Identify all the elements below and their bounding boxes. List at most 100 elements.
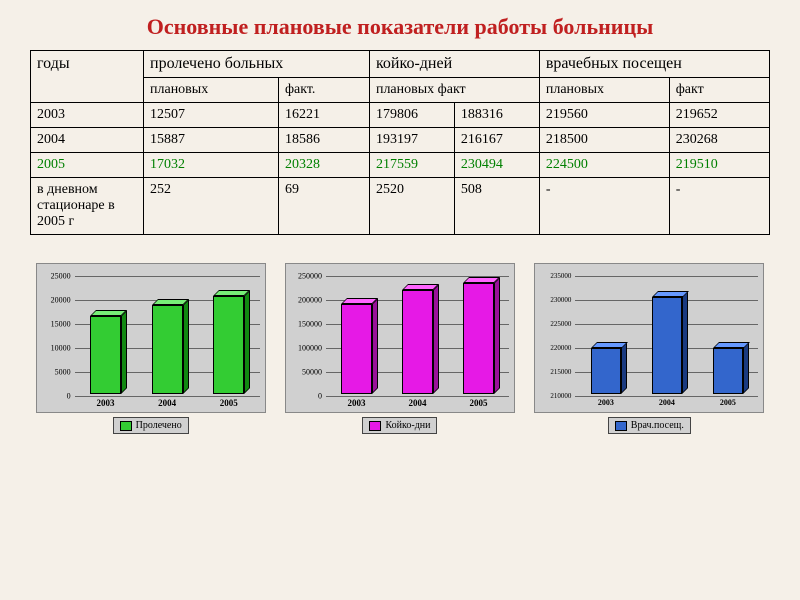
- xtick-label: 2005: [469, 398, 487, 408]
- table-row-daycare: в дневном стационаре в 2005 г 252 69 252…: [31, 178, 770, 235]
- ytick-label: 15000: [37, 320, 71, 329]
- ytick-label: 235000: [535, 272, 571, 280]
- th-fact-1: факт.: [278, 78, 369, 103]
- swatch-icon: [120, 421, 132, 431]
- cell: 193197: [369, 128, 454, 153]
- ytick-label: 200000: [286, 296, 322, 305]
- cell: 219652: [669, 103, 769, 128]
- cell: 15887: [144, 128, 279, 153]
- cell: 230268: [669, 128, 769, 153]
- ytick-label: 225000: [535, 320, 571, 328]
- xtick-label: 2004: [158, 398, 176, 408]
- xtick-label: 2005: [720, 398, 736, 407]
- cell: 230494: [454, 153, 539, 178]
- ytick-label: 25000: [37, 272, 71, 281]
- legend-beddays: Койко-дни: [362, 417, 437, 434]
- cell: 18586: [278, 128, 369, 153]
- table-row: 2003 12507 16221 179806 188316 219560 21…: [31, 103, 770, 128]
- bar: [152, 305, 183, 394]
- ytick-label: 50000: [286, 368, 322, 377]
- cell-year: 2004: [31, 128, 144, 153]
- ytick-label: 220000: [535, 344, 571, 352]
- cell: 218500: [539, 128, 669, 153]
- data-table: годы пролечено больных койко-дней врачеб…: [30, 50, 770, 235]
- th-visits: врачебных посещен: [539, 51, 769, 78]
- cell: 219510: [669, 153, 769, 178]
- th-plan-1: плановых: [144, 78, 279, 103]
- cell: 188316: [454, 103, 539, 128]
- bar: [591, 348, 622, 394]
- xtick-label: 2004: [408, 398, 426, 408]
- legend-label: Врач.посещ.: [631, 420, 684, 431]
- cell-year: 2003: [31, 103, 144, 128]
- th-fact-3: факт: [669, 78, 769, 103]
- cell: -: [669, 178, 769, 235]
- chart-beddays-wrap: 0500001000001500002000002500002003200420…: [279, 263, 520, 434]
- chart-beddays: 0500001000001500002000002500002003200420…: [285, 263, 515, 413]
- cell-year: 2005: [31, 153, 144, 178]
- page-title: Основные плановые показатели работы боль…: [30, 14, 770, 40]
- th-patients: пролечено больных: [144, 51, 370, 78]
- legend-label: Койко-дни: [385, 420, 430, 431]
- bar: [713, 348, 744, 394]
- chart-visits-wrap: 210000 215000 220000 225000 230000 235000 2003…: [529, 263, 770, 434]
- bar: [463, 283, 494, 394]
- slide: Основные плановые показатели работы боль…: [0, 0, 800, 444]
- gridline: [75, 276, 260, 277]
- cell: 219560: [539, 103, 669, 128]
- xtick-label: 2005: [220, 398, 238, 408]
- bar: [402, 290, 433, 394]
- cell: 69: [278, 178, 369, 235]
- table-row: 2004 15887 18586 193197 216167 218500 23…: [31, 128, 770, 153]
- chart-patients: 0 5000 10000 15000 20000 25000 2003 2004 2005: [36, 263, 266, 413]
- cell: 17032: [144, 153, 279, 178]
- table-header-row-1: годы пролечено больных койко-дней врачеб…: [31, 51, 770, 78]
- gridline: [326, 396, 509, 397]
- ytick-label: 250000: [286, 272, 322, 281]
- ytick-label: 20000: [37, 296, 71, 305]
- th-plan-3: плановых: [539, 78, 669, 103]
- xlabels: 2003 2004 2005: [575, 398, 758, 407]
- xlabels: 2003 2004 2005: [326, 398, 509, 408]
- cell: 2520: [369, 178, 454, 235]
- cell: 508: [454, 178, 539, 235]
- chart-visits: 210000 215000 220000 225000 230000 235000 2003…: [534, 263, 764, 413]
- gridline: [575, 276, 758, 277]
- bar: [90, 316, 121, 394]
- ytick-label: 0: [37, 392, 71, 401]
- th-beddays: койко-дней: [369, 51, 539, 78]
- xtick-label: 2003: [96, 398, 114, 408]
- cell: 20328: [278, 153, 369, 178]
- charts-row: 0 5000 10000 15000 20000 25000 2003 2004 2005 Пр…: [30, 263, 770, 434]
- ytick-label: 5000: [37, 368, 71, 377]
- cell: 217559: [369, 153, 454, 178]
- cell: 12507: [144, 103, 279, 128]
- chart-patients-wrap: 0 5000 10000 15000 20000 25000 2003 2004 2005 Пр…: [30, 263, 271, 434]
- ytick-label: 10000: [37, 344, 71, 353]
- ytick-label: 230000: [535, 296, 571, 304]
- th-years: годы: [31, 51, 144, 103]
- bar: [213, 296, 244, 394]
- cell: 224500: [539, 153, 669, 178]
- swatch-icon: [369, 421, 381, 431]
- xtick-label: 2003: [347, 398, 365, 408]
- gridline: [575, 396, 758, 397]
- swatch-icon: [615, 421, 627, 431]
- bar: [652, 297, 683, 394]
- legend-patients: Пролечено: [113, 417, 189, 434]
- cell: 252: [144, 178, 279, 235]
- ytick-label: 100000: [286, 344, 322, 353]
- legend-label: Пролечено: [136, 420, 182, 431]
- gridline: [75, 396, 260, 397]
- xlabels: 2003 2004 2005: [75, 398, 260, 408]
- table-row-2005: 2005 17032 20328 217559 230494 224500 21…: [31, 153, 770, 178]
- ytick-label: 210000: [535, 392, 571, 400]
- cell-year: в дневном стационаре в 2005 г: [31, 178, 144, 235]
- xtick-label: 2003: [598, 398, 614, 407]
- cell: 16221: [278, 103, 369, 128]
- xtick-label: 2004: [659, 398, 675, 407]
- ytick-label: 215000: [535, 368, 571, 376]
- legend-visits: Врач.посещ.: [608, 417, 691, 434]
- ytick-label: 150000: [286, 320, 322, 329]
- cell: 216167: [454, 128, 539, 153]
